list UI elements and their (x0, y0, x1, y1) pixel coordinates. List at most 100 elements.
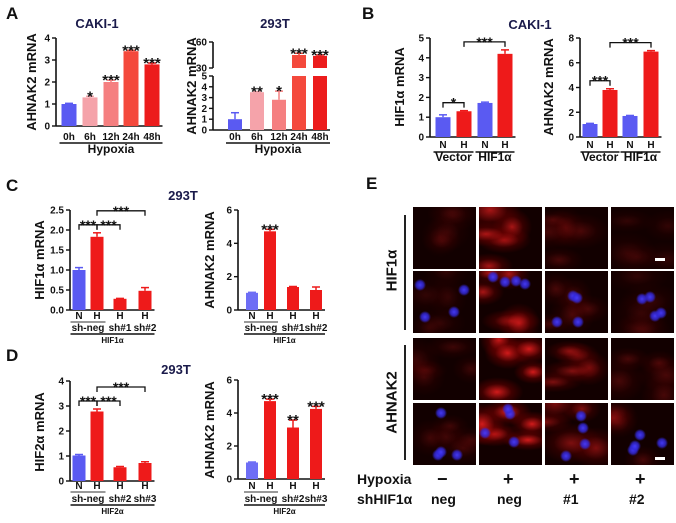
y-tick-label: 4 (44, 34, 50, 45)
micrograph (413, 403, 476, 465)
bar (287, 427, 299, 479)
bar (246, 292, 258, 310)
significance-stars: *** (102, 72, 120, 89)
group-label: Vector (435, 150, 472, 164)
bar (435, 117, 451, 137)
x-tick-label: H (93, 481, 100, 492)
micrograph (611, 338, 674, 400)
x-tick-label: N (586, 140, 593, 151)
y-tick-label: 2 (226, 272, 232, 283)
y-tick-label: 0 (418, 133, 424, 144)
y-tick-label: 8 (568, 34, 574, 45)
group-label: HIF1α (101, 336, 123, 345)
bracket-stars: *** (100, 393, 117, 409)
significance-stars: *** (311, 47, 329, 64)
y-tick-label: 5 (201, 72, 207, 83)
group-label: sh#2 (134, 323, 157, 334)
y-tick-label: 2 (44, 78, 50, 89)
panel-label-e: E (366, 174, 378, 193)
chart-title: CAKI-1 (508, 17, 551, 32)
bracket-stars: *** (592, 73, 609, 89)
bracket-stars: * (451, 95, 457, 111)
group-label: sh#3 (305, 494, 328, 505)
x-tick-label: H (501, 140, 508, 151)
hypoxia-sign: + (569, 469, 580, 489)
row-label-ahnak2: AHNAK2 (383, 371, 401, 434)
micrograph (413, 271, 476, 333)
x-tick-label: 12h (270, 132, 287, 143)
micrograph (545, 403, 608, 465)
micrograph (413, 207, 476, 269)
chart-title: 293T (168, 188, 198, 203)
bracket-stars: *** (113, 203, 130, 219)
significance-stars: ** (287, 412, 299, 429)
y-tick-label: 1 (44, 100, 50, 111)
bar (113, 298, 127, 310)
y-tick-label: 2 (201, 104, 207, 115)
group-label: sh-neg (72, 323, 105, 334)
chart-3 (576, 37, 662, 153)
bar (138, 290, 152, 310)
x-tick-label: H (141, 311, 148, 322)
chart-title: 293T (260, 16, 290, 31)
y-tick-label: 4 (226, 409, 232, 420)
significance-bracket (96, 224, 121, 230)
bar (622, 115, 638, 137)
y-tick-label: 2 (418, 93, 424, 104)
x-tick-label: H (312, 481, 319, 492)
group-label: sh#2 (305, 323, 328, 334)
significance-stars: * (87, 88, 93, 105)
micrograph (479, 207, 542, 269)
x-tick-label: N (481, 140, 488, 151)
x-tick-label: H (289, 481, 296, 492)
significance-stars: *** (290, 45, 308, 62)
y-tick-label: 0 (44, 122, 50, 133)
y-axis-label: AHNAK2 mRNA (184, 37, 199, 135)
y-tick-label: 1.5 (50, 246, 64, 257)
x-tick-label: H (116, 311, 123, 322)
y-tick-label: 2.5 (50, 206, 64, 217)
y-tick-label: 0 (226, 475, 232, 486)
x-tick-label: H (141, 481, 148, 492)
y-tick-label: 2 (568, 108, 574, 119)
group-label: Vector (582, 150, 619, 164)
bar (72, 455, 86, 481)
hypoxia-sign: + (635, 469, 646, 489)
bracket-stars: *** (100, 217, 117, 233)
significance-bracket (96, 400, 121, 406)
x-tick-label: H (266, 311, 273, 322)
significance-bracket (609, 41, 652, 48)
y-axis-label: HIF1α mRNA (32, 220, 47, 300)
x-tick-label: N (248, 481, 255, 492)
group-label: sh-neg (72, 494, 105, 505)
x-tick-label: N (75, 311, 82, 322)
bar (643, 51, 659, 137)
y-tick-label: 6 (226, 376, 232, 387)
bar (582, 124, 598, 137)
significance-bracket (96, 386, 146, 392)
y-tick-label: 3 (201, 93, 207, 104)
significance-stars: *** (122, 42, 140, 59)
x-tick-label: N (75, 481, 82, 492)
shrna-label: #2 (629, 491, 645, 507)
y-tick-label: 1 (58, 452, 64, 463)
group-label: HIF2α (101, 507, 123, 516)
x-tick-label: 48h (311, 132, 328, 143)
bracket-stars: *** (80, 393, 97, 409)
bar-upper (313, 55, 327, 68)
y-tick-label: 0.5 (50, 286, 64, 297)
micrograph (611, 271, 674, 333)
significance-stars: *** (143, 55, 161, 72)
x-tick-label: 0h (63, 132, 75, 143)
y-tick-label: 0 (568, 133, 574, 144)
micrograph (545, 338, 608, 400)
bracket-stars: *** (113, 379, 130, 395)
x-tick-label: 0h (229, 132, 241, 143)
group-label: Hypoxia (88, 142, 135, 156)
chart-5 (234, 209, 325, 335)
chart-title: 293T (161, 362, 191, 377)
bar (602, 89, 618, 137)
bar (287, 287, 299, 310)
bar (90, 411, 104, 481)
